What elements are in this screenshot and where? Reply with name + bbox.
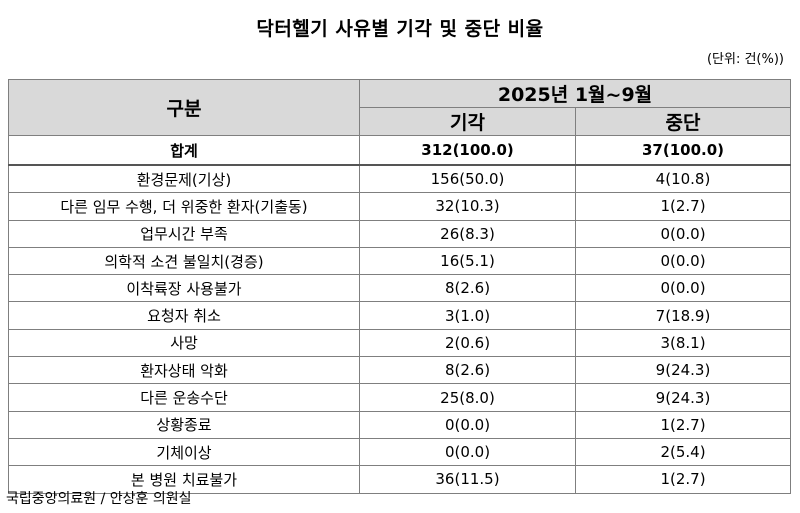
row-stopped: 0(0.0): [574, 274, 792, 303]
row-rejected: 26(8.3): [359, 219, 576, 248]
header-rejected: 기각: [359, 107, 576, 136]
row-label: 의학적 소견 불일치(경증): [8, 246, 360, 276]
table-row: 이착륙장 사용불가 8(2.6) 0(0.0): [8, 274, 792, 303]
row-rejected: 16(5.1): [359, 246, 576, 276]
row-rejected: 0(0.0): [359, 437, 576, 467]
row-label: 요청자 취소: [8, 301, 360, 330]
table-row: 사망 2(0.6) 3(8.1): [8, 328, 792, 358]
row-rejected: 3(1.0): [359, 301, 576, 330]
source-note: 국립중앙의료원 / 안상훈 의원실: [6, 491, 192, 507]
table-row: 요청자 취소 3(1.0) 7(18.9): [8, 301, 792, 330]
data-table: 구분 2025년 1월~9월 기각 중단 합계 312(100.0) 37(10…: [8, 79, 792, 494]
row-label: 상황종료: [8, 410, 360, 439]
row-stopped: 9(24.3): [574, 356, 792, 385]
row-stopped: 4(10.8): [574, 164, 792, 194]
table-row: 의학적 소견 불일치(경증) 16(5.1) 0(0.0): [8, 246, 792, 276]
row-rejected: 36(11.5): [359, 465, 576, 494]
table-row: 업무시간 부족 26(8.3) 0(0.0): [8, 219, 792, 248]
row-rejected: 0(0.0): [359, 410, 576, 439]
row-rejected: 8(2.6): [359, 356, 576, 385]
table-row: 환자상태 악화 8(2.6) 9(24.3): [8, 356, 792, 385]
row-label: 업무시간 부족: [8, 219, 360, 248]
row-stopped: 1(2.7): [574, 192, 792, 221]
table-row: 환경문제(기상) 156(50.0) 4(10.8): [8, 164, 792, 194]
row-rejected: 8(2.6): [359, 274, 576, 303]
table-row: 상황종료 0(0.0) 1(2.7): [8, 410, 792, 439]
row-stopped: 1(2.7): [574, 410, 792, 439]
row-stopped: 0(0.0): [574, 246, 792, 276]
header-stopped: 중단: [574, 107, 792, 136]
row-label: 이착륙장 사용불가: [8, 274, 360, 303]
row-rejected: 2(0.6): [359, 328, 576, 358]
row-label: 환경문제(기상): [8, 164, 360, 194]
table-row: 다른 임무 수행, 더 위중한 환자(기출동) 32(10.3) 1(2.7): [8, 192, 792, 221]
total-label: 합계: [8, 135, 360, 166]
total-row: 합계 312(100.0) 37(100.0): [8, 135, 792, 166]
table-row: 기체이상 0(0.0) 2(5.4): [8, 437, 792, 467]
row-stopped: 2(5.4): [574, 437, 792, 467]
row-rejected: 156(50.0): [359, 164, 576, 194]
row-label: 기체이상: [8, 437, 360, 467]
row-label: 환자상태 악화: [8, 356, 360, 385]
table-row: 다른 운송수단 25(8.0) 9(24.3): [8, 383, 792, 412]
row-label: 다른 운송수단: [8, 383, 360, 412]
header-period: 2025년 1월~9월: [358, 79, 792, 108]
total-stopped: 37(100.0): [574, 135, 792, 166]
unit-note: (단위: 건(%)): [706, 52, 784, 67]
row-label: 본 병원 치료불가: [8, 465, 360, 494]
row-stopped: 3(8.1): [574, 328, 792, 358]
row-stopped: 0(0.0): [574, 219, 792, 248]
row-rejected: 32(10.3): [359, 192, 576, 221]
row-stopped: 1(2.7): [574, 465, 792, 494]
row-label: 사망: [8, 328, 360, 358]
row-stopped: 9(24.3): [574, 383, 792, 412]
page-title: 닥터헬기 사유별 기각 및 중단 비율: [256, 18, 544, 40]
row-label: 다른 임무 수행, 더 위중한 환자(기출동): [8, 192, 360, 221]
row-rejected: 25(8.0): [359, 383, 576, 412]
table-row: 본 병원 치료불가 36(11.5) 1(2.7): [8, 465, 792, 494]
total-rejected: 312(100.0): [359, 135, 576, 166]
row-stopped: 7(18.9): [574, 301, 792, 330]
header-category: 구분: [8, 79, 360, 136]
